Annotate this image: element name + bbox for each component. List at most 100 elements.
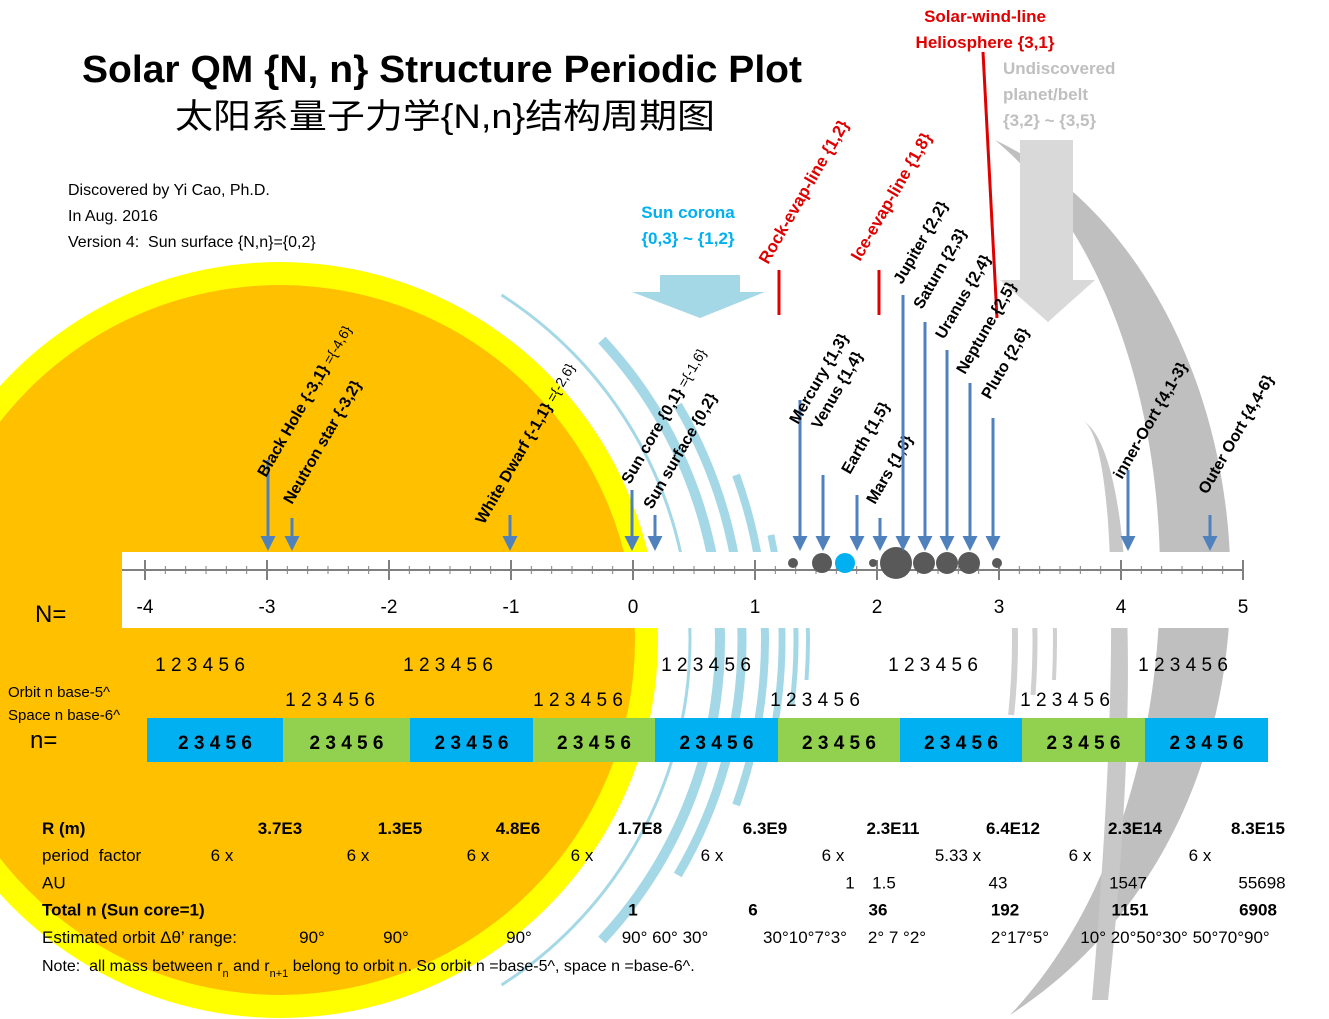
corona-label: {0,3} ~ {1,2}: [641, 229, 734, 248]
table-cell: 1: [845, 873, 854, 892]
n-box-text: 2 3 4 5 6: [802, 733, 876, 754]
orbit-digits: 1 2 3 4 5 6: [661, 655, 751, 676]
corona-label: Sun corona: [641, 203, 735, 222]
axis-band: [122, 552, 1245, 628]
table-cell: 90°: [299, 928, 325, 947]
axis-tick-label: 2: [872, 597, 883, 618]
table-cell: 1: [628, 901, 637, 920]
table-cell: 10° 20°50°30° 50°70°90°: [1080, 928, 1269, 947]
n-box: [147, 718, 283, 762]
credit-line: Discovered by Yi Cao, Ph.D.: [68, 182, 270, 199]
axis-tick-label: -1: [503, 597, 520, 618]
space-digits: 1 2 3 4 5 6: [533, 690, 623, 711]
table-cell: 2°17°5°: [991, 928, 1049, 947]
undiscovered-label: planet/belt: [1003, 85, 1088, 104]
table-cell: 6: [748, 901, 757, 920]
table-cell: 192: [991, 901, 1019, 920]
axis-tick-label: 3: [994, 597, 1005, 618]
undiscovered-arrow: [1000, 140, 1095, 322]
table-cell: 6 x: [211, 846, 234, 865]
orbit-label: Orbit n base-5^: [8, 684, 110, 701]
corona-arrow: [632, 275, 765, 318]
table-cell: 2.3E14: [1108, 819, 1162, 838]
subtitle: 太阳系量子力学{N,n}结构周期图: [175, 98, 715, 136]
table-cell: 6 x: [1069, 846, 1092, 865]
note-subscript: n: [223, 968, 229, 980]
n-box-text: 2 3 4 5 6: [435, 733, 509, 754]
table-row-label: Total n (Sun core=1): [42, 901, 205, 920]
axis-tick-label: -2: [381, 597, 398, 618]
table-cell: 6 x: [467, 846, 490, 865]
orbit-digits: 1 2 3 4 5 6: [888, 655, 978, 676]
note-text: belong to orbit n. So orbit n =base-5^, …: [288, 958, 694, 975]
n-box: [1022, 718, 1145, 762]
planet-dot: [936, 552, 958, 574]
table-cell: 90°: [506, 928, 532, 947]
undiscovered-label: Undiscovered: [1003, 59, 1115, 78]
note-text: Note: all mass between r: [42, 958, 223, 975]
gray-crescent: [995, 140, 1231, 1015]
table-row-label: period factor: [42, 846, 142, 865]
axis-tick-label: 1: [750, 597, 761, 618]
n-box: [778, 718, 900, 762]
title: Solar QM {N, n} Structure Periodic Plot: [82, 49, 802, 91]
n-box-text: 2 3 4 5 6: [1170, 733, 1244, 754]
n-box-text: 2 3 4 5 6: [178, 733, 252, 754]
table-cell: 6 x: [571, 846, 594, 865]
n-box-text: 2 3 4 5 6: [680, 733, 754, 754]
sun-inner: [0, 285, 635, 995]
table-cell: 5.33 x: [935, 846, 982, 865]
orbit-digits: 1 2 3 4 5 6: [1138, 655, 1228, 676]
n-label: n=: [30, 727, 57, 754]
evap-label: Rock-evap-line {1,2}: [755, 116, 853, 267]
background-shapes: [0, 140, 1231, 1018]
orbit-digits: 1 2 3 4 5 6: [155, 655, 245, 676]
n-box-text: 2 3 4 5 6: [924, 733, 998, 754]
credit-line: Version 4: Sun surface {N,n}={0,2}: [68, 234, 316, 251]
planet-dot: [992, 558, 1002, 568]
table-row-label: AU: [42, 873, 66, 892]
orbit-arc: [673, 402, 747, 878]
n-box-text: 2 3 4 5 6: [557, 733, 631, 754]
planet-dot: [880, 547, 912, 579]
n-box: [1145, 718, 1268, 762]
table-cell: 6.3E9: [743, 819, 787, 838]
table-row-label: Estimated orbit Δθ’ range:: [42, 928, 237, 947]
solar-wind-label: Heliosphere {3,1}: [916, 33, 1055, 52]
table-cell: 6 x: [822, 846, 845, 865]
n-box: [655, 718, 778, 762]
axis-tick-label: 0: [628, 597, 639, 618]
table-cell: 6 x: [347, 846, 370, 865]
n-box-text: 2 3 4 5 6: [1047, 733, 1121, 754]
table-cell: 55698: [1238, 873, 1285, 892]
axis-tick-label: -3: [259, 597, 276, 618]
table-cell: 2.3E11: [867, 819, 920, 838]
table-cell: 1151: [1112, 901, 1149, 920]
table-cell: 6.4E12: [986, 819, 1040, 838]
note-subscript: n+1: [270, 968, 289, 980]
table-cell: 30°10°7°3°: [763, 928, 847, 947]
space-label: Space n base-6^: [8, 707, 120, 724]
table-cell: 36: [869, 901, 888, 920]
space-digits: 1 2 3 4 5 6: [1020, 690, 1110, 711]
table-cell: 6 x: [701, 846, 724, 865]
n-box: [410, 718, 533, 762]
table-cell: 1.7E8: [618, 819, 662, 838]
planet-dot: [812, 553, 832, 573]
orbit-arc: [500, 293, 692, 987]
n-box: [283, 718, 410, 762]
axis-tick-label: 5: [1238, 597, 1249, 618]
axis-tick-label: -4: [137, 597, 154, 618]
orbit-digits: 1 2 3 4 5 6: [403, 655, 493, 676]
planet-dot: [835, 553, 855, 573]
table-cell: 2° 7 °2°: [868, 928, 926, 947]
n-box: [533, 718, 655, 762]
table-cell: 90°: [383, 928, 409, 947]
planet-dot: [788, 558, 798, 568]
undiscovered-label: {3,2} ~ {3,5}: [1003, 111, 1096, 130]
solar-wind-line: [981, 51, 999, 319]
planet-dot: [958, 552, 980, 574]
orbit-arc: [598, 336, 725, 944]
note: Note: all mass between rn and rn+1 belon…: [42, 958, 695, 980]
